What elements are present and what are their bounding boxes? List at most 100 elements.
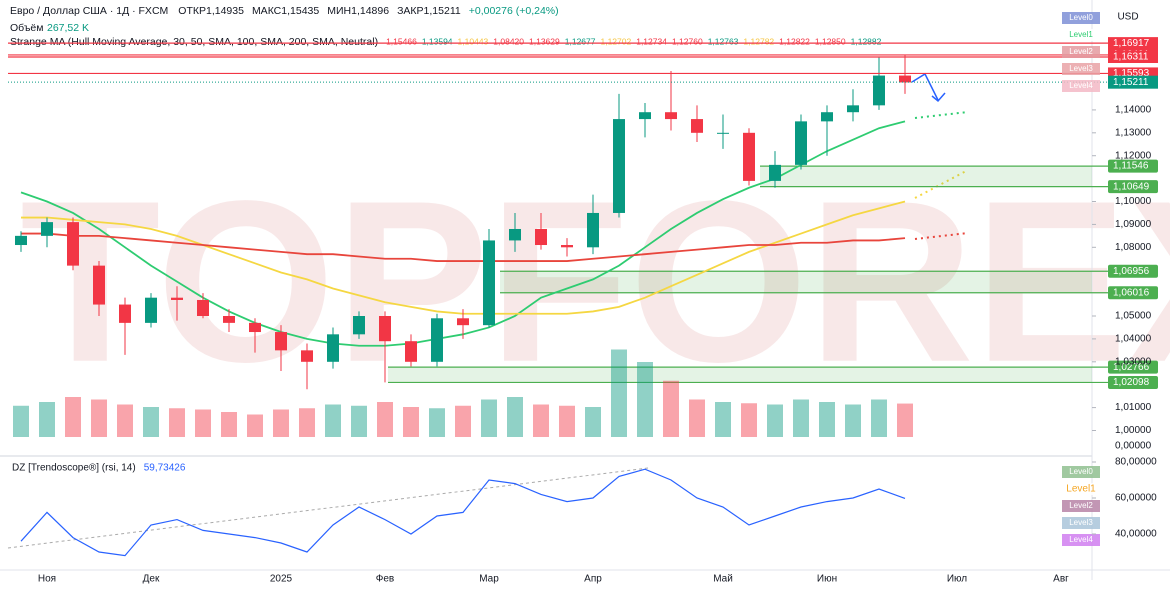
price-tag <box>1108 360 1158 374</box>
ohlc-stat: МАКС1,15435 <box>252 5 319 17</box>
x-tick-label: Фев <box>376 574 394 585</box>
volume-bar <box>91 399 107 437</box>
candle-body <box>665 112 677 120</box>
volume-bar <box>741 403 757 437</box>
volume-bar <box>325 404 341 437</box>
level-tag <box>1062 534 1100 546</box>
indicator-value: 1,13629 <box>529 36 560 46</box>
level-tag <box>1062 466 1100 478</box>
projection-line <box>914 169 969 199</box>
candle-body <box>405 341 417 362</box>
indicator-value: 1,12850 <box>815 36 846 46</box>
ohlc-stat: МИН1,14896 <box>327 5 389 17</box>
level-tag-label: Level4 <box>1069 535 1093 544</box>
y-tick-label: 60,00000 <box>1115 493 1157 504</box>
y-tick-label: 1,08000 <box>1115 242 1152 253</box>
volume-tick-label: 0,00000 <box>1115 441 1152 452</box>
candle-body <box>899 75 911 83</box>
price-tag-label: 1,06016 <box>1113 287 1150 298</box>
volume-bar <box>611 349 627 437</box>
indicator-value: 1,12702 <box>600 36 631 46</box>
candle-body <box>327 334 339 362</box>
level-tag <box>1062 29 1100 41</box>
y-tick-label: 1,01000 <box>1115 402 1152 413</box>
x-tick-label: Апр <box>584 574 602 585</box>
volume-bar <box>351 405 367 437</box>
currency: USD <box>1117 12 1138 23</box>
y-tick-label: 80,00000 <box>1115 457 1157 468</box>
volume-bar <box>39 402 55 437</box>
candle-body <box>847 105 859 113</box>
level-tag <box>1062 63 1100 75</box>
price-tag-label: 1,02098 <box>1113 377 1150 388</box>
indicator-value: 1,15466 <box>386 36 417 46</box>
candle-body <box>379 316 391 342</box>
level-tag <box>1062 12 1100 24</box>
volume-bar <box>715 402 731 437</box>
y-tick-label: 1,10000 <box>1115 196 1152 207</box>
change: +0,00276 (+0,24%) <box>469 5 559 17</box>
candle-body <box>691 119 703 133</box>
candle-body <box>795 121 807 165</box>
indicator-value: 1,12882 <box>851 36 882 46</box>
level-tag-label: Level2 <box>1069 501 1093 510</box>
price-tag <box>1108 180 1158 194</box>
indicator: Strange MA (Hull Moving Average, 30, 50,… <box>10 36 378 48</box>
level-tag <box>1062 500 1100 512</box>
indicator-value: 1,10443 <box>458 36 489 46</box>
candle-body <box>769 164 781 181</box>
indicator-value: 1,13594 <box>422 36 453 46</box>
level-tag <box>1062 46 1100 58</box>
candle-body <box>249 322 261 333</box>
candle-body <box>353 316 365 335</box>
volume-bar <box>65 397 81 437</box>
level-tag-label: Level1 <box>1066 484 1096 495</box>
level-tag-label: Level3 <box>1069 518 1093 527</box>
level-tag-label: Level3 <box>1069 64 1093 73</box>
volume-bar <box>793 399 809 437</box>
moving-average <box>21 232 906 262</box>
indicator-value: 1,12763 <box>708 36 739 46</box>
volume-bar <box>533 404 549 437</box>
price-tag <box>1108 37 1158 50</box>
price-tag <box>1108 286 1158 300</box>
candle-body <box>821 112 833 122</box>
indicator-value: 1,12782 <box>743 36 774 46</box>
x-tick-label: Авг <box>1053 574 1069 585</box>
rsi-line <box>20 468 906 557</box>
candle-body <box>639 112 651 120</box>
volume-bar <box>689 399 705 437</box>
level-tag <box>1062 80 1100 92</box>
level-tag-label: Level4 <box>1069 81 1093 90</box>
volume-bar <box>481 399 497 437</box>
symbol: Евро / Доллар США · 1Д · FXCM <box>10 5 168 17</box>
price-tag <box>1108 50 1158 63</box>
support-zone <box>500 271 1092 293</box>
level-tag-label: Level2 <box>1069 47 1093 56</box>
volume-bar <box>897 403 913 437</box>
level-tag <box>1062 483 1100 495</box>
ohlc-stat: ЗАКР1,15211 <box>397 5 461 17</box>
candle-body <box>197 299 209 317</box>
volume-bar <box>13 405 29 437</box>
volume-bar <box>221 412 237 437</box>
price-tag <box>1108 75 1158 89</box>
y-tick-label: 1,05000 <box>1115 311 1152 322</box>
price-tag-label: 1,11546 <box>1113 161 1149 172</box>
level-tag-label: Level0 <box>1069 13 1093 22</box>
price-tag-label: 1,16917 <box>1113 38 1150 49</box>
volume-bar <box>767 404 783 437</box>
volume-bar <box>143 407 159 437</box>
candle-body <box>483 240 495 326</box>
candle-body <box>93 265 105 305</box>
volume-bar <box>507 397 523 437</box>
volume-bar <box>637 362 653 437</box>
price-tag <box>1108 264 1158 278</box>
volume-value: 267,52 K <box>47 22 89 34</box>
candle-body <box>561 245 573 248</box>
y-tick-label: 1,04000 <box>1115 334 1152 345</box>
candle-body <box>431 318 443 362</box>
x-tick-label: Мар <box>479 574 499 585</box>
candle-body <box>15 235 27 246</box>
level-tag <box>1062 517 1100 529</box>
